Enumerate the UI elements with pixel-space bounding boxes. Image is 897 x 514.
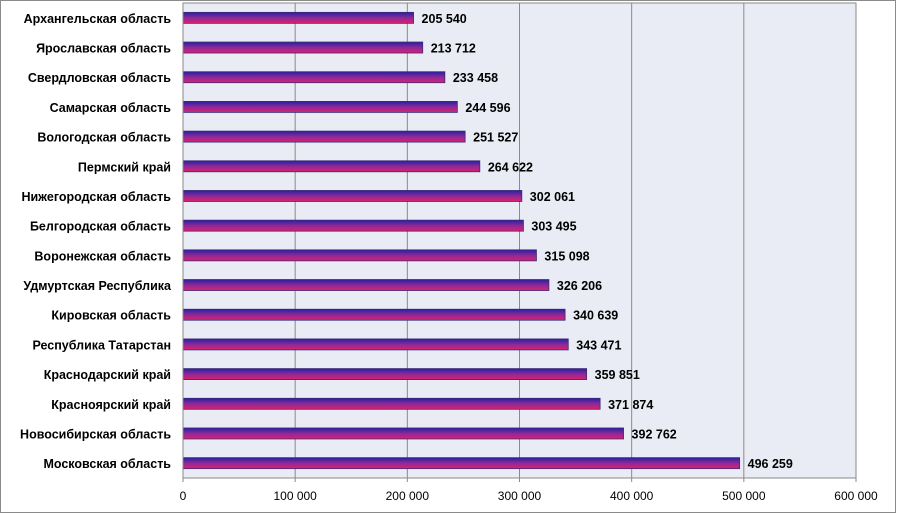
category-label: Краснодарский край xyxy=(44,368,171,382)
bar xyxy=(182,219,524,232)
category-label: Красноярский край xyxy=(51,398,171,412)
bar xyxy=(182,130,466,143)
category-label: Московская область xyxy=(43,457,171,471)
data-label: 205 540 xyxy=(422,12,467,26)
bar xyxy=(182,160,481,173)
bar xyxy=(182,249,537,262)
data-label: 315 098 xyxy=(544,249,589,263)
category-label: Вологодская область xyxy=(37,131,171,145)
value-labels: 205 540 213 712 233 458 244 596 251 527 264 6… xyxy=(422,12,793,471)
bar xyxy=(182,71,446,84)
bar xyxy=(182,338,569,351)
category-label: Самарская область xyxy=(50,101,172,115)
category-label: Воронежская область xyxy=(34,249,171,263)
category-label: Архангельская область xyxy=(24,12,172,26)
data-label: 326 206 xyxy=(557,279,602,293)
bar xyxy=(182,190,523,202)
bar xyxy=(182,457,741,470)
x-tick-label: 100 000 xyxy=(273,489,317,503)
category-label: Удмуртская Республика xyxy=(23,279,172,293)
bar xyxy=(182,41,424,54)
bar xyxy=(182,397,601,410)
category-label: Белгородская область xyxy=(30,220,171,234)
data-label: 244 596 xyxy=(465,101,510,115)
category-label: Пермский край xyxy=(78,160,171,174)
category-labels: Архангельская область Ярославская область… xyxy=(20,12,172,471)
data-label: 371 874 xyxy=(608,398,653,412)
data-label: 392 762 xyxy=(632,427,677,441)
category-label: Республика Татарстан xyxy=(32,338,171,352)
category-label: Новосибирская область xyxy=(20,427,171,441)
data-label: 251 527 xyxy=(473,131,518,145)
category-label: Нижегородская область xyxy=(21,190,171,204)
bar xyxy=(182,279,550,291)
x-tick-label: 300 000 xyxy=(498,489,542,503)
category-label: Свердловская область xyxy=(28,71,171,85)
data-label: 264 622 xyxy=(488,160,533,174)
data-label: 359 851 xyxy=(595,368,640,382)
data-label: 343 471 xyxy=(576,338,621,352)
x-tick-label: 500 000 xyxy=(722,489,766,503)
bars xyxy=(182,11,741,470)
bar xyxy=(182,11,414,24)
category-label: Ярославская область xyxy=(36,42,171,56)
data-label: 302 061 xyxy=(530,190,575,204)
data-label: 340 639 xyxy=(573,309,618,323)
data-label: 496 259 xyxy=(748,457,793,471)
category-label: Кировская область xyxy=(51,309,171,323)
x-tick-label: 600 000 xyxy=(834,489,878,503)
bar xyxy=(182,101,458,113)
x-tick-label: 0 xyxy=(180,489,187,503)
bar xyxy=(182,368,588,380)
data-label: 233 458 xyxy=(453,71,498,85)
x-axis: 0 100 000 200 000 300 000 400 000 500 000 600 … xyxy=(180,3,878,503)
bar xyxy=(182,308,566,321)
data-label: 213 712 xyxy=(431,42,476,56)
x-tick-label: 200 000 xyxy=(386,489,430,503)
x-tick-label: 400 000 xyxy=(610,489,654,503)
data-label: 303 495 xyxy=(531,220,576,234)
bar xyxy=(182,427,624,440)
